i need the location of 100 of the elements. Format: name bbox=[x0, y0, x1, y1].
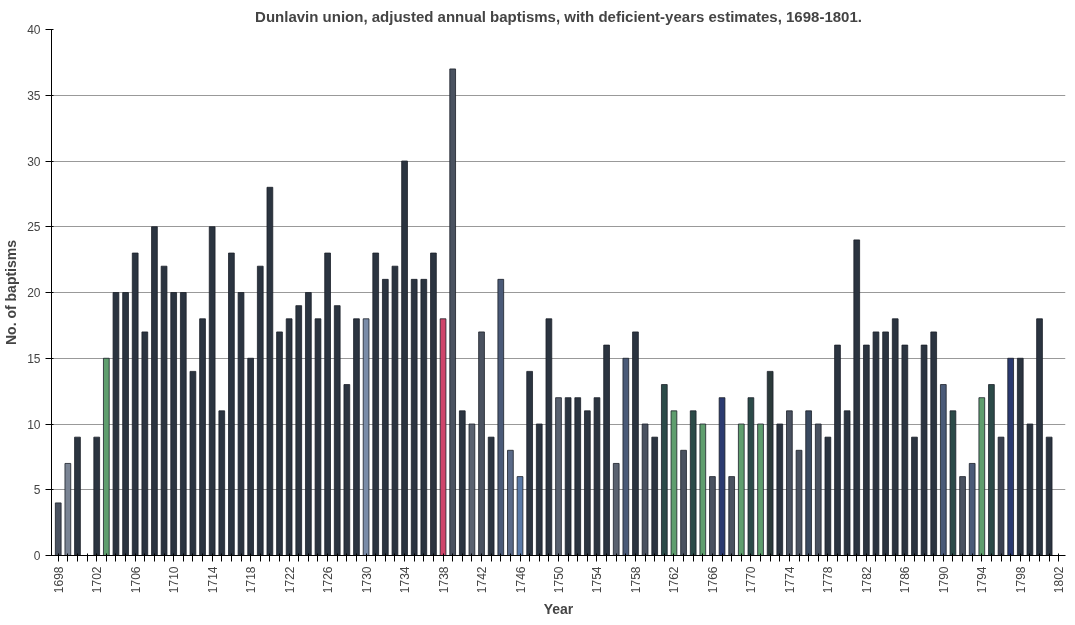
x-tick-label: 1738 bbox=[436, 566, 451, 594]
bar bbox=[853, 239, 861, 556]
x-tick-label: 1698 bbox=[51, 566, 66, 594]
x-tick-label: 1762 bbox=[667, 566, 682, 594]
bar bbox=[189, 371, 197, 556]
bar bbox=[93, 436, 100, 556]
bar bbox=[824, 436, 832, 556]
bar bbox=[843, 410, 851, 556]
bar bbox=[882, 331, 889, 556]
bar bbox=[478, 331, 485, 556]
bar bbox=[709, 476, 716, 556]
bar bbox=[459, 410, 466, 556]
bar bbox=[247, 357, 254, 556]
bar bbox=[689, 410, 697, 556]
bar bbox=[959, 476, 966, 556]
bar bbox=[410, 278, 418, 556]
bar bbox=[382, 278, 389, 556]
bar bbox=[430, 252, 437, 556]
bar bbox=[545, 318, 553, 556]
y-tick-label: 25 bbox=[27, 220, 41, 235]
bar bbox=[54, 502, 62, 556]
x-tick-label: 1750 bbox=[552, 566, 566, 594]
x-tick-label: 1798 bbox=[1013, 566, 1028, 594]
x-tick-label: 1734 bbox=[398, 566, 413, 594]
x-tick-label: 1706 bbox=[128, 566, 143, 594]
y-tick-label: 0 bbox=[33, 549, 41, 563]
bar bbox=[256, 265, 264, 556]
x-tick-label: 1758 bbox=[628, 566, 643, 594]
bar bbox=[814, 423, 822, 556]
x-tick-label: 1778 bbox=[821, 566, 836, 594]
bar bbox=[208, 226, 216, 556]
bar bbox=[526, 371, 533, 556]
x-tick-label: 1730 bbox=[359, 566, 374, 594]
bar bbox=[593, 397, 601, 556]
bar bbox=[872, 331, 880, 556]
bar bbox=[776, 423, 784, 556]
bar bbox=[170, 292, 177, 556]
bar bbox=[516, 476, 524, 556]
bar bbox=[978, 397, 986, 556]
bar bbox=[1026, 423, 1034, 556]
bar bbox=[641, 423, 649, 556]
bar bbox=[237, 292, 245, 556]
bar bbox=[911, 436, 918, 556]
bar bbox=[103, 357, 110, 556]
x-tick-label: 1802 bbox=[1052, 566, 1067, 594]
x-tick-label: 1766 bbox=[705, 566, 720, 594]
bar bbox=[333, 305, 341, 556]
bar bbox=[622, 357, 630, 556]
bar bbox=[324, 252, 331, 556]
bar bbox=[632, 331, 639, 556]
bar bbox=[218, 410, 226, 556]
bar bbox=[1017, 357, 1024, 556]
bar bbox=[353, 318, 360, 556]
bar bbox=[738, 423, 745, 556]
bar bbox=[1036, 318, 1043, 556]
chart-title: Dunlavin union, adjusted annual baptisms, with deficient-years estimates, 1698-1801. bbox=[255, 7, 862, 25]
bar bbox=[391, 265, 399, 556]
y-tick-label: 30 bbox=[27, 154, 41, 169]
bar bbox=[766, 371, 774, 556]
bar bbox=[266, 186, 274, 556]
x-tick-label: 1710 bbox=[167, 566, 182, 594]
bar bbox=[670, 410, 678, 556]
bar bbox=[997, 436, 1005, 556]
y-tick-label: 15 bbox=[27, 351, 41, 366]
bar bbox=[314, 318, 322, 556]
x-tick-label: 1702 bbox=[90, 566, 105, 594]
bar bbox=[295, 305, 303, 556]
bar bbox=[795, 449, 803, 556]
bar bbox=[112, 292, 120, 556]
bar bbox=[564, 397, 572, 556]
bar bbox=[612, 463, 620, 556]
bar bbox=[661, 384, 668, 556]
bar bbox=[160, 265, 168, 556]
x-tick-label: 1794 bbox=[975, 566, 990, 594]
bar bbox=[497, 278, 505, 556]
bar bbox=[718, 397, 726, 556]
bar bbox=[439, 318, 447, 556]
y-tick-label: 10 bbox=[27, 417, 41, 432]
x-tick-label: 1754 bbox=[590, 566, 605, 594]
bar bbox=[141, 331, 149, 556]
bar bbox=[747, 397, 755, 556]
bar bbox=[151, 226, 158, 556]
bar bbox=[362, 318, 370, 556]
bar bbox=[680, 449, 687, 556]
bar bbox=[487, 436, 495, 556]
bar bbox=[930, 331, 937, 556]
x-tick-label: 1722 bbox=[282, 566, 297, 594]
bar bbox=[468, 423, 476, 556]
x-axis-title: Year bbox=[543, 601, 574, 618]
bar bbox=[834, 344, 841, 556]
bar bbox=[372, 252, 379, 556]
bar bbox=[74, 436, 81, 556]
bar bbox=[988, 384, 995, 556]
bar bbox=[699, 423, 707, 556]
bar bbox=[1045, 436, 1053, 556]
bar bbox=[786, 410, 793, 556]
bar bbox=[555, 397, 562, 556]
bar bbox=[863, 344, 870, 556]
bar bbox=[507, 449, 514, 556]
y-axis-title: No. of baptisms bbox=[3, 239, 20, 345]
